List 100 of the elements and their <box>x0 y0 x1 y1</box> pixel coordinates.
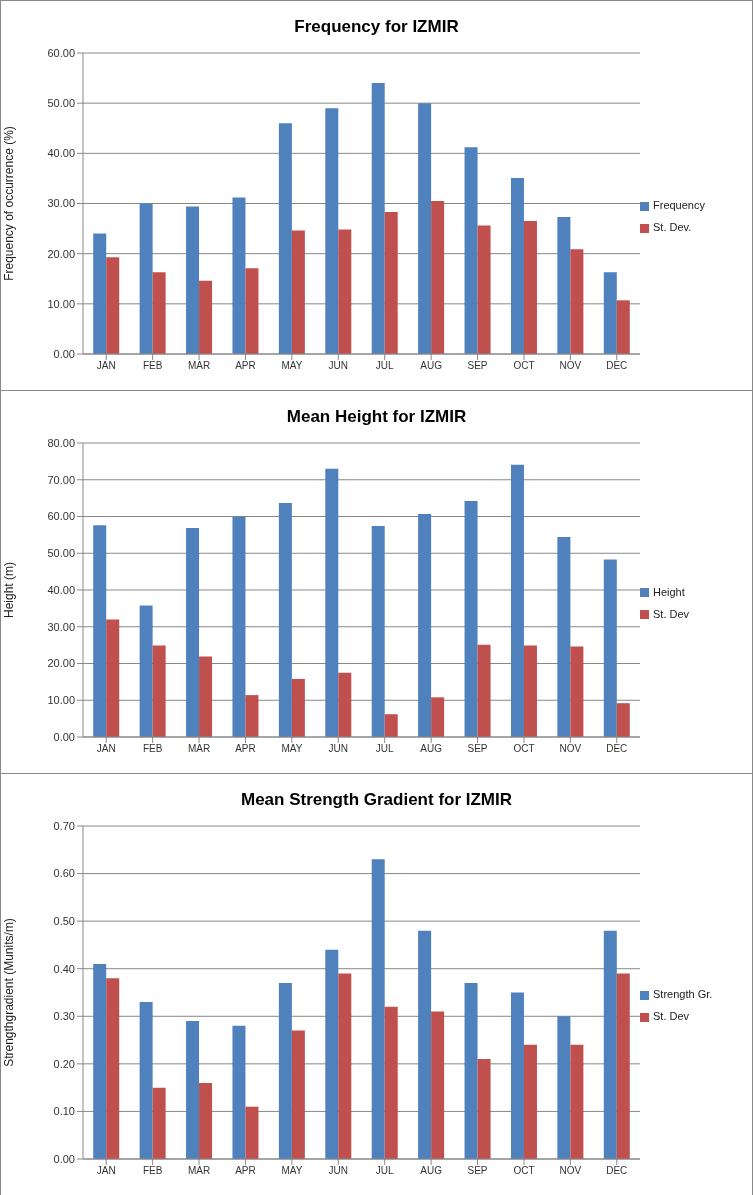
bar <box>418 513 432 737</box>
x-tick-label: FEB <box>142 1165 163 1177</box>
legend-label: Strength Gr. <box>653 988 713 1000</box>
x-tick-label: OCT <box>513 743 535 755</box>
y-tick-label: 0.10 <box>53 1105 75 1118</box>
bar <box>603 930 617 1159</box>
y-tick-label: 0.00 <box>53 1152 75 1165</box>
bar <box>371 526 385 737</box>
y-tick-label: 0.50 <box>53 915 75 928</box>
bar <box>570 1044 584 1159</box>
bar <box>338 973 352 1159</box>
x-tick-label: JUL <box>375 1165 395 1177</box>
x-tick-label: DEC <box>606 360 628 372</box>
x-tick-label: APR <box>235 1165 256 1177</box>
bar <box>245 268 259 354</box>
bar <box>616 703 630 737</box>
bar <box>93 963 107 1159</box>
bar <box>186 527 200 737</box>
y-tick-label: 40.00 <box>47 583 75 596</box>
bar <box>338 229 352 354</box>
bar <box>523 1044 537 1159</box>
bar <box>371 859 385 1159</box>
y-tick-label: 30.00 <box>47 620 75 633</box>
bar <box>278 982 292 1159</box>
chart-title: Frequency for IZMIR <box>293 16 460 38</box>
y-tick-label: 0.00 <box>53 347 75 360</box>
y-tick-label: 60.00 <box>47 46 75 59</box>
y-tick-label: 60.00 <box>47 510 75 523</box>
bar <box>384 714 398 737</box>
x-tick-label: JUL <box>375 743 395 755</box>
y-tick-label: 80.00 <box>47 436 75 449</box>
y-tick-label: 40.00 <box>47 147 75 160</box>
bar <box>570 249 584 354</box>
bar <box>199 656 213 737</box>
x-tick-label: JUL <box>375 360 395 372</box>
x-tick-label: FEB <box>142 360 163 372</box>
x-tick-label: APR <box>235 743 256 755</box>
x-tick-label: OCT <box>513 360 535 372</box>
x-tick-label: MAR <box>187 360 211 372</box>
y-tick-label: 0.70 <box>53 819 75 832</box>
bar <box>245 1106 259 1159</box>
x-tick-label: AUG <box>420 743 443 755</box>
bar <box>152 272 166 354</box>
bar <box>384 1006 398 1159</box>
y-tick-label: 50.00 <box>47 97 75 110</box>
x-tick-label: JUN <box>328 743 349 755</box>
bar <box>510 464 524 737</box>
y-tick-label: 0.00 <box>53 730 75 743</box>
bar <box>477 225 491 354</box>
bar <box>232 197 246 354</box>
x-tick-label: OCT <box>513 1165 535 1177</box>
bar <box>464 147 478 354</box>
bar <box>291 678 305 737</box>
bar <box>186 206 200 354</box>
y-tick-label: 0.20 <box>53 1057 75 1070</box>
bar <box>371 83 385 354</box>
x-tick-label: SEP <box>467 743 488 755</box>
bar <box>431 200 445 354</box>
bar <box>603 272 617 354</box>
x-tick-label: MAY <box>281 743 303 755</box>
bar <box>523 221 537 354</box>
bar <box>523 645 537 737</box>
bar <box>510 177 524 354</box>
bar <box>291 1030 305 1159</box>
bar <box>139 605 153 737</box>
y-axis-title: Strengthgradient (Munits/m) <box>2 918 17 1067</box>
y-tick-label: 20.00 <box>47 247 75 260</box>
legend-label: St. Dev <box>653 1010 690 1022</box>
bar <box>477 1059 491 1159</box>
x-tick-label: MAR <box>187 743 211 755</box>
bar <box>431 1011 445 1159</box>
x-tick-label: JAN <box>96 743 116 755</box>
y-tick-label: 0.60 <box>53 867 75 880</box>
bar <box>338 672 352 737</box>
x-tick-label: JAN <box>96 360 116 372</box>
bar <box>106 257 120 354</box>
bar <box>325 468 339 737</box>
bar <box>418 930 432 1159</box>
bar <box>93 233 107 354</box>
y-tick-label: 0.30 <box>53 1010 75 1023</box>
x-tick-label: NOV <box>559 743 582 755</box>
y-tick-label: 70.00 <box>47 473 75 486</box>
x-tick-label: APR <box>235 360 256 372</box>
bar <box>570 646 584 737</box>
legend-label: Frequency <box>653 199 705 211</box>
x-tick-label: NOV <box>559 1165 582 1177</box>
y-tick-label: 20.00 <box>47 657 75 670</box>
y-tick-label: 10.00 <box>47 694 75 707</box>
bar <box>245 695 259 737</box>
y-axis-title: Height (m) <box>2 561 17 619</box>
bar <box>186 1021 200 1159</box>
y-tick-label: 0.40 <box>53 962 75 975</box>
bar <box>139 203 153 354</box>
legend-label: St. Dev. <box>653 221 692 233</box>
bar <box>557 537 571 737</box>
y-tick-label: 50.00 <box>47 547 75 560</box>
bar <box>464 501 478 737</box>
x-tick-label: JUN <box>328 1165 349 1177</box>
x-tick-label: AUG <box>420 360 443 372</box>
bar <box>106 978 120 1159</box>
